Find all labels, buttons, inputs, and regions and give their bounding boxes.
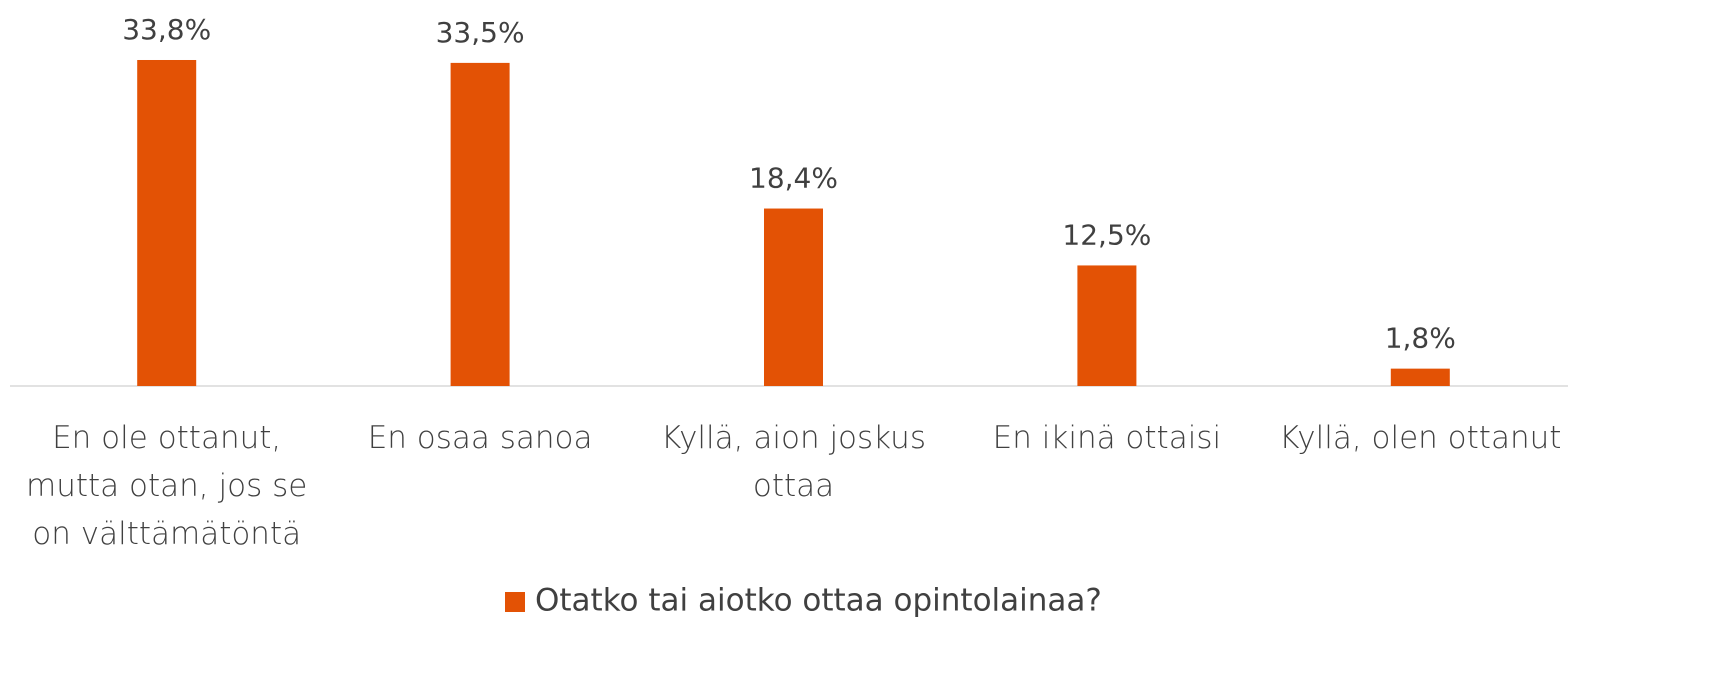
value-label: 33,8% (122, 13, 211, 46)
x-tick-label: Kyllä, olen ottanut (1279, 420, 1562, 456)
bar (1390, 368, 1450, 386)
bar (1077, 265, 1137, 386)
x-tick-label: En ikinä ottaisi (992, 420, 1222, 456)
bar (450, 62, 510, 387)
x-tick-label: Kyllä, aion joskus ottaa (661, 420, 926, 504)
legend-label: Otatko tai aiotko ottaa opintolainaa? (535, 583, 1102, 619)
legend-swatch (505, 592, 525, 612)
bar (764, 208, 823, 386)
value-label: 18,4% (749, 162, 838, 195)
bar (137, 59, 197, 387)
x-tick-label: En ole ottanut, mutta otan, jos se on vä… (26, 420, 308, 552)
value-label: 1,8% (1385, 322, 1456, 355)
value-label: 12,5% (1062, 218, 1151, 251)
x-tick-label: En osaa sanoa (367, 420, 593, 456)
value-label: 33,5% (436, 16, 525, 49)
